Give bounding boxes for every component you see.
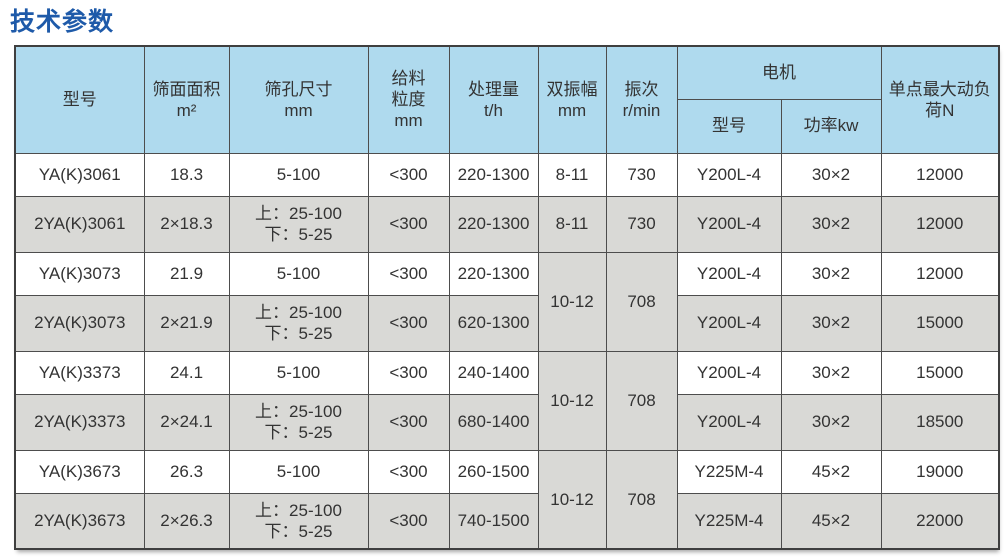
cell-motor-power: 30×2 bbox=[780, 195, 882, 253]
cell-capacity: 740-1500 bbox=[448, 492, 539, 550]
cell-max-load: 12000 bbox=[880, 251, 1000, 296]
cell-max-load: 22000 bbox=[880, 492, 1000, 550]
cell-max-load: 12000 bbox=[880, 152, 1000, 197]
cell-capacity: 260-1500 bbox=[448, 449, 539, 494]
col-header-feed-size: 给料 粒度 mm bbox=[367, 45, 450, 154]
cell-screen-area: 21.9 bbox=[143, 251, 230, 296]
cell-motor-model: Y200L-4 bbox=[676, 152, 782, 197]
cell-feed-size: <300 bbox=[367, 195, 450, 253]
col-header-model: 型号 bbox=[14, 45, 145, 154]
cell-max-load: 19000 bbox=[880, 449, 1000, 494]
cell-max-load: 15000 bbox=[880, 350, 1000, 395]
cell-mesh-size: 上：25-100 下：5-25 bbox=[228, 195, 369, 253]
col-header-motor-group: 电机 bbox=[676, 45, 882, 100]
page-title: 技术参数 bbox=[10, 8, 115, 36]
cell-mesh-size: 5-100 bbox=[228, 350, 369, 395]
table-row: YA(K)3673 26.3 5-100 <300 260-1500 10-12… bbox=[14, 449, 1000, 550]
cell-amplitude: 8-11 bbox=[537, 195, 607, 253]
col-header-motor-power: 功率kw bbox=[780, 98, 882, 154]
cell-motor-model: Y200L-4 bbox=[676, 350, 782, 395]
cell-max-load: 18500 bbox=[880, 393, 1000, 451]
cell-frequency-merged: 708 bbox=[605, 350, 678, 451]
col-header-mesh-size: 筛孔尺寸 mm bbox=[228, 45, 369, 154]
cell-amplitude-merged: 10-12 bbox=[537, 350, 607, 451]
col-header-max-load: 单点最大动负荷N bbox=[880, 45, 1000, 154]
table-row: 2YA(K)3073 2×21.9 上：25-100 下：5-25 <300 6… bbox=[14, 294, 1000, 352]
cell-model: 2YA(K)3673 bbox=[14, 492, 145, 550]
cell-capacity: 240-1400 bbox=[448, 350, 539, 395]
cell-max-load: 12000 bbox=[880, 195, 1000, 253]
cell-motor-power: 45×2 bbox=[780, 492, 882, 550]
cell-screen-area: 18.3 bbox=[143, 152, 230, 197]
table-row: YA(K)3061 18.3 5-100 <300 220-1300 8-11 … bbox=[14, 152, 1000, 197]
cell-amplitude-merged: 10-12 bbox=[537, 251, 607, 352]
cell-feed-size: <300 bbox=[367, 350, 450, 395]
cell-motor-power: 30×2 bbox=[780, 350, 882, 395]
cell-model: 2YA(K)3073 bbox=[14, 294, 145, 352]
cell-mesh-size: 上：25-100 下：5-25 bbox=[228, 492, 369, 550]
cell-frequency-merged: 708 bbox=[605, 251, 678, 352]
cell-mesh-size: 5-100 bbox=[228, 251, 369, 296]
cell-mesh-size: 5-100 bbox=[228, 449, 369, 494]
col-header-capacity: 处理量 t/h bbox=[448, 45, 539, 154]
cell-motor-power: 30×2 bbox=[780, 393, 882, 451]
cell-mesh-size: 上：25-100 下：5-25 bbox=[228, 393, 369, 451]
cell-motor-model: Y200L-4 bbox=[676, 393, 782, 451]
cell-model: 2YA(K)3061 bbox=[14, 195, 145, 253]
cell-feed-size: <300 bbox=[367, 152, 450, 197]
cell-motor-power: 30×2 bbox=[780, 294, 882, 352]
cell-motor-model: Y225M-4 bbox=[676, 449, 782, 494]
col-header-amplitude: 双振幅 mm bbox=[537, 45, 607, 154]
table-row: 2YA(K)3673 2×26.3 上：25-100 下：5-25 <300 7… bbox=[14, 492, 1000, 550]
cell-motor-model: Y200L-4 bbox=[676, 251, 782, 296]
cell-motor-power: 30×2 bbox=[780, 251, 882, 296]
cell-motor-model: Y200L-4 bbox=[676, 294, 782, 352]
cell-capacity: 620-1300 bbox=[448, 294, 539, 352]
table-row: 2YA(K)3061 2×18.3 上：25-100 下：5-25 <300 2… bbox=[14, 195, 1000, 253]
cell-capacity: 680-1400 bbox=[448, 393, 539, 451]
cell-feed-size: <300 bbox=[367, 294, 450, 352]
cell-max-load: 15000 bbox=[880, 294, 1000, 352]
cell-mesh-size: 5-100 bbox=[228, 152, 369, 197]
cell-screen-area: 2×18.3 bbox=[143, 195, 230, 253]
cell-feed-size: <300 bbox=[367, 251, 450, 296]
cell-model: YA(K)3073 bbox=[14, 251, 145, 296]
cell-model: YA(K)3673 bbox=[14, 449, 145, 494]
cell-screen-area: 26.3 bbox=[143, 449, 230, 494]
cell-capacity: 220-1300 bbox=[448, 152, 539, 197]
cell-model: YA(K)3373 bbox=[14, 350, 145, 395]
cell-mesh-size: 上：25-100 下：5-25 bbox=[228, 294, 369, 352]
cell-screen-area: 2×26.3 bbox=[143, 492, 230, 550]
cell-screen-area: 2×24.1 bbox=[143, 393, 230, 451]
cell-frequency: 730 bbox=[605, 152, 678, 197]
cell-feed-size: <300 bbox=[367, 449, 450, 494]
col-header-frequency: 振次 r/min bbox=[605, 45, 678, 154]
cell-motor-model: Y225M-4 bbox=[676, 492, 782, 550]
cell-motor-power: 45×2 bbox=[780, 449, 882, 494]
technical-parameters-table: 型号 筛面面积 m² 筛孔尺寸 mm 给料 粒度 mm 处理量 t/h 双振幅 … bbox=[14, 45, 1000, 550]
cell-feed-size: <300 bbox=[367, 393, 450, 451]
cell-model: 2YA(K)3373 bbox=[14, 393, 145, 451]
cell-screen-area: 2×21.9 bbox=[143, 294, 230, 352]
cell-screen-area: 24.1 bbox=[143, 350, 230, 395]
cell-motor-model: Y200L-4 bbox=[676, 195, 782, 253]
cell-model: YA(K)3061 bbox=[14, 152, 145, 197]
cell-amplitude: 8-11 bbox=[537, 152, 607, 197]
col-header-motor-model: 型号 bbox=[676, 98, 782, 154]
col-header-screen-area: 筛面面积 m² bbox=[143, 45, 230, 154]
cell-feed-size: <300 bbox=[367, 492, 450, 550]
cell-capacity: 220-1300 bbox=[448, 251, 539, 296]
cell-frequency-merged: 708 bbox=[605, 449, 678, 550]
table-row: 2YA(K)3373 2×24.1 上：25-100 下：5-25 <300 6… bbox=[14, 393, 1000, 451]
table-row: YA(K)3373 24.1 5-100 <300 240-1400 10-12… bbox=[14, 350, 1000, 451]
cell-motor-power: 30×2 bbox=[780, 152, 882, 197]
cell-capacity: 220-1300 bbox=[448, 195, 539, 253]
cell-amplitude-merged: 10-12 bbox=[537, 449, 607, 550]
cell-frequency: 730 bbox=[605, 195, 678, 253]
table-row: YA(K)3073 21.9 5-100 <300 220-1300 10-12… bbox=[14, 251, 1000, 352]
